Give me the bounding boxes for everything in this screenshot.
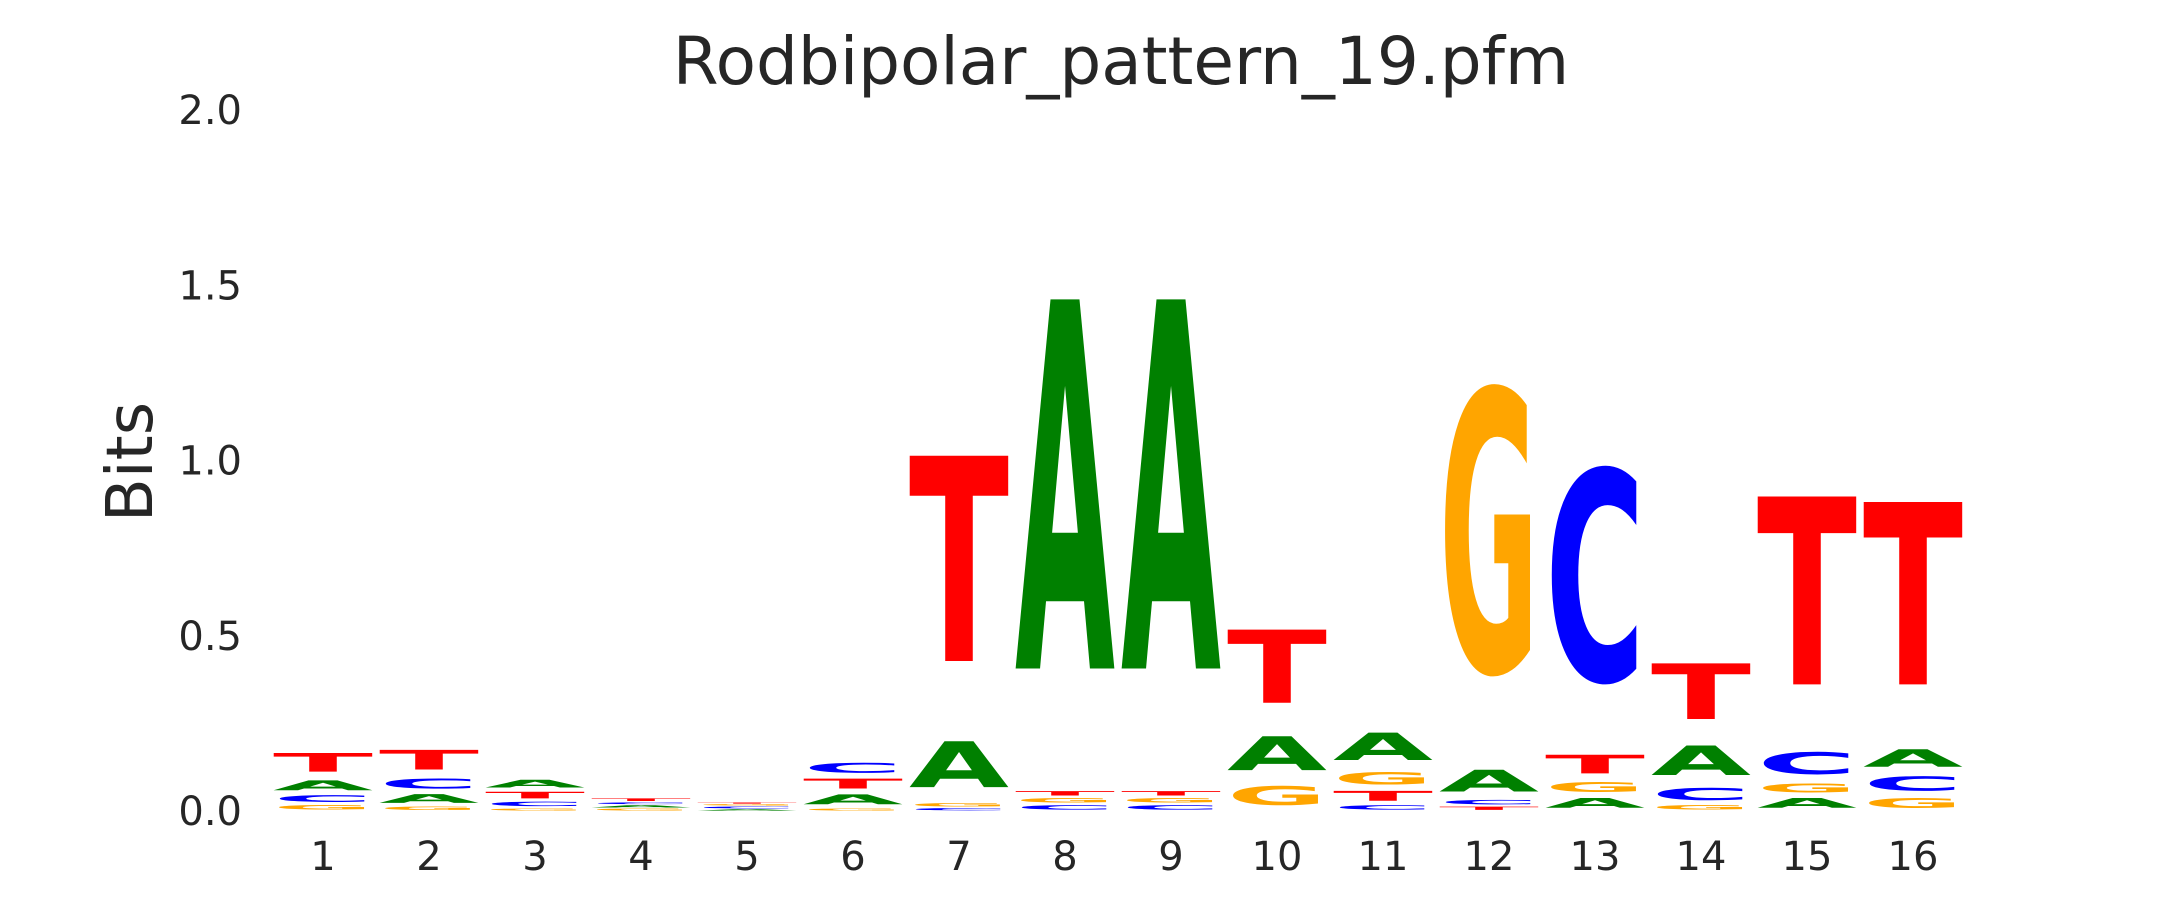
logo-letter-C: C xyxy=(1439,799,1539,806)
logo-letter-C: C xyxy=(803,760,903,776)
logo-letter-A: A xyxy=(1333,726,1434,769)
y-axis-ticks: 0.0 0.5 1.0 1.5 2.0 xyxy=(178,88,242,835)
logo-letter-T: T xyxy=(1757,446,1857,746)
logo-letter-T: T xyxy=(1333,788,1433,804)
logo-letter-G: G xyxy=(803,808,903,811)
logo-letter-C: C xyxy=(1015,804,1115,811)
logo-letter-T: T xyxy=(1863,454,1963,744)
logo-letter-G: G xyxy=(1863,795,1963,811)
y-tick-label: 2.0 xyxy=(178,88,242,134)
x-tick-label: 9 xyxy=(1158,834,1183,880)
logo-letter-A: A xyxy=(1545,795,1645,811)
logo-letter-G: G xyxy=(909,802,1009,807)
logo-letter-G: G xyxy=(485,808,585,811)
x-tick-label: 5 xyxy=(734,834,759,880)
x-tick-label: 13 xyxy=(1570,834,1621,880)
logo-letter-C: C xyxy=(1757,746,1857,781)
logo-letter-C: C xyxy=(273,793,373,804)
logo-letter-T: T xyxy=(485,790,585,800)
logo-letter-T: T xyxy=(1227,609,1327,726)
logo-letter-T: T xyxy=(697,802,797,804)
logo-letter-T: T xyxy=(1439,806,1539,811)
logo-letter-G: G xyxy=(697,804,797,806)
x-tick-label: 4 xyxy=(628,834,653,880)
logo-letter-G: G xyxy=(1651,804,1751,811)
logo-letter-T: T xyxy=(803,776,903,792)
logo-letter-G: G xyxy=(1439,312,1539,762)
x-tick-label: 8 xyxy=(1052,834,1077,880)
logo-letter-C: C xyxy=(1545,413,1645,749)
logo-letter-C: C xyxy=(1333,804,1433,811)
logo-letter-G: G xyxy=(379,806,479,811)
logo-letter-A: A xyxy=(485,778,585,790)
logo-letter-A: A xyxy=(1015,200,1116,789)
logo-letter-A: A xyxy=(1121,200,1222,789)
logo-letter-C: C xyxy=(379,776,479,792)
y-tick-label: 0.5 xyxy=(178,614,242,660)
logo-letter-C: C xyxy=(697,806,797,809)
logo-letter-T: T xyxy=(379,744,479,775)
logo-letter-C: C xyxy=(1863,773,1963,796)
logo-letter-G: G xyxy=(1227,781,1327,811)
x-tick-label: 10 xyxy=(1252,834,1303,880)
logo-letter-A: A xyxy=(1227,727,1327,781)
logo-letter-T: T xyxy=(1015,790,1115,797)
logo-letter-G: G xyxy=(591,808,691,811)
x-tick-label: 6 xyxy=(840,834,865,880)
logo-letter-G: G xyxy=(273,804,373,811)
y-tick-label: 1.0 xyxy=(178,439,242,485)
logo-letter-T: T xyxy=(909,400,1009,727)
logo-letter-T: T xyxy=(273,748,373,778)
logo-letter-A: A xyxy=(1651,737,1751,784)
logo-letter-T: T xyxy=(1545,750,1645,780)
logo-letter-T: T xyxy=(1121,790,1221,797)
x-tick-label: 16 xyxy=(1888,834,1939,880)
logo-letter-A: A xyxy=(1439,764,1540,799)
logo-letter-C: C xyxy=(1121,804,1221,811)
x-tick-label: 3 xyxy=(522,834,547,880)
logo-letter-C: C xyxy=(485,800,585,807)
logo-letter-G: G xyxy=(1121,797,1221,804)
logo-letter-A: A xyxy=(591,805,691,809)
logo-letter-G: G xyxy=(1015,797,1115,804)
y-axis-label: Bits xyxy=(94,402,168,522)
x-tick-label: 15 xyxy=(1782,834,1833,880)
logo-letters: GCATGACTGCTAGACTACGTGATCCGATCGTACGTAGATC… xyxy=(273,200,1963,811)
logo-letter-G: G xyxy=(1333,769,1433,788)
logo-letter-A: A xyxy=(697,809,797,811)
x-tick-label: 1 xyxy=(310,834,335,880)
x-tick-label: 14 xyxy=(1676,834,1727,880)
logo-letter-G: G xyxy=(1757,781,1857,795)
logo-letter-C: C xyxy=(591,802,691,805)
logo-letter-A: A xyxy=(379,792,479,806)
logo-letter-A: A xyxy=(1863,745,1963,773)
logo-letter-A: A xyxy=(909,729,1009,802)
logo-letter-T: T xyxy=(1651,648,1751,737)
logo-letter-G: G xyxy=(1545,780,1645,796)
y-tick-label: 1.5 xyxy=(178,263,242,309)
logo-letter-A: A xyxy=(803,792,903,808)
x-tick-label: 11 xyxy=(1358,834,1409,880)
x-axis-ticks: 1 2 3 4 5 6 7 8 9 10 11 12 13 14 15 16 xyxy=(310,834,1938,880)
logo-letter-A: A xyxy=(1757,795,1857,811)
logo-letter-C: C xyxy=(909,808,1009,811)
logo-letter-C: C xyxy=(1651,785,1751,804)
x-tick-label: 7 xyxy=(946,834,971,880)
logo-letter-A: A xyxy=(273,778,373,794)
logo-letter-T: T xyxy=(591,798,691,802)
x-tick-label: 2 xyxy=(416,834,441,880)
y-tick-label: 0.0 xyxy=(178,789,242,835)
x-tick-label: 12 xyxy=(1464,834,1515,880)
chart-title: Rodbipolar_pattern_19.pfm xyxy=(673,23,1569,100)
